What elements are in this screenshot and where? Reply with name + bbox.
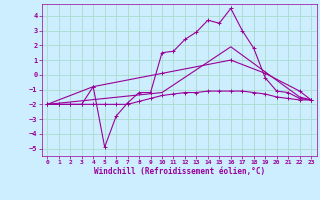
X-axis label: Windchill (Refroidissement éolien,°C): Windchill (Refroidissement éolien,°C): [94, 167, 265, 176]
